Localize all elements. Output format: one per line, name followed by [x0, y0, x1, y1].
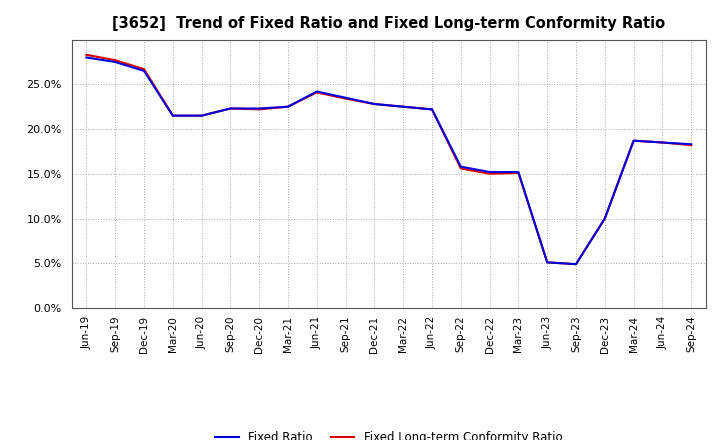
- Fixed Ratio: [370, 101, 379, 106]
- Fixed Ratio: [687, 142, 696, 147]
- Fixed Long-term Conformity Ratio: [226, 106, 235, 111]
- Fixed Ratio: [197, 113, 206, 118]
- Fixed Long-term Conformity Ratio: [82, 52, 91, 58]
- Fixed Long-term Conformity Ratio: [485, 171, 494, 176]
- Fixed Ratio: [341, 95, 350, 100]
- Fixed Long-term Conformity Ratio: [284, 104, 292, 109]
- Legend: Fixed Ratio, Fixed Long-term Conformity Ratio: Fixed Ratio, Fixed Long-term Conformity …: [210, 427, 567, 440]
- Fixed Long-term Conformity Ratio: [572, 261, 580, 267]
- Fixed Ratio: [140, 68, 148, 73]
- Fixed Ratio: [399, 104, 408, 109]
- Fixed Ratio: [456, 164, 465, 169]
- Title: [3652]  Trend of Fixed Ratio and Fixed Long-term Conformity Ratio: [3652] Trend of Fixed Ratio and Fixed Lo…: [112, 16, 665, 32]
- Fixed Long-term Conformity Ratio: [600, 216, 609, 221]
- Fixed Ratio: [485, 169, 494, 175]
- Fixed Ratio: [255, 106, 264, 111]
- Fixed Long-term Conformity Ratio: [312, 90, 321, 95]
- Fixed Long-term Conformity Ratio: [514, 170, 523, 176]
- Fixed Ratio: [658, 140, 667, 145]
- Fixed Long-term Conformity Ratio: [341, 96, 350, 101]
- Line: Fixed Ratio: Fixed Ratio: [86, 58, 691, 264]
- Fixed Ratio: [543, 260, 552, 265]
- Fixed Long-term Conformity Ratio: [111, 58, 120, 63]
- Line: Fixed Long-term Conformity Ratio: Fixed Long-term Conformity Ratio: [86, 55, 691, 264]
- Fixed Long-term Conformity Ratio: [168, 113, 177, 118]
- Fixed Long-term Conformity Ratio: [399, 104, 408, 109]
- Fixed Ratio: [428, 107, 436, 112]
- Fixed Long-term Conformity Ratio: [543, 260, 552, 265]
- Fixed Long-term Conformity Ratio: [197, 113, 206, 118]
- Fixed Long-term Conformity Ratio: [370, 101, 379, 106]
- Fixed Ratio: [572, 261, 580, 267]
- Fixed Long-term Conformity Ratio: [255, 107, 264, 112]
- Fixed Long-term Conformity Ratio: [456, 166, 465, 171]
- Fixed Ratio: [629, 138, 638, 143]
- Fixed Long-term Conformity Ratio: [629, 138, 638, 143]
- Fixed Ratio: [168, 113, 177, 118]
- Fixed Long-term Conformity Ratio: [140, 66, 148, 72]
- Fixed Ratio: [600, 216, 609, 221]
- Fixed Ratio: [312, 89, 321, 94]
- Fixed Long-term Conformity Ratio: [658, 140, 667, 145]
- Fixed Ratio: [226, 106, 235, 111]
- Fixed Long-term Conformity Ratio: [687, 143, 696, 148]
- Fixed Ratio: [514, 169, 523, 175]
- Fixed Ratio: [82, 55, 91, 60]
- Fixed Ratio: [284, 104, 292, 109]
- Fixed Long-term Conformity Ratio: [428, 107, 436, 112]
- Fixed Ratio: [111, 59, 120, 65]
